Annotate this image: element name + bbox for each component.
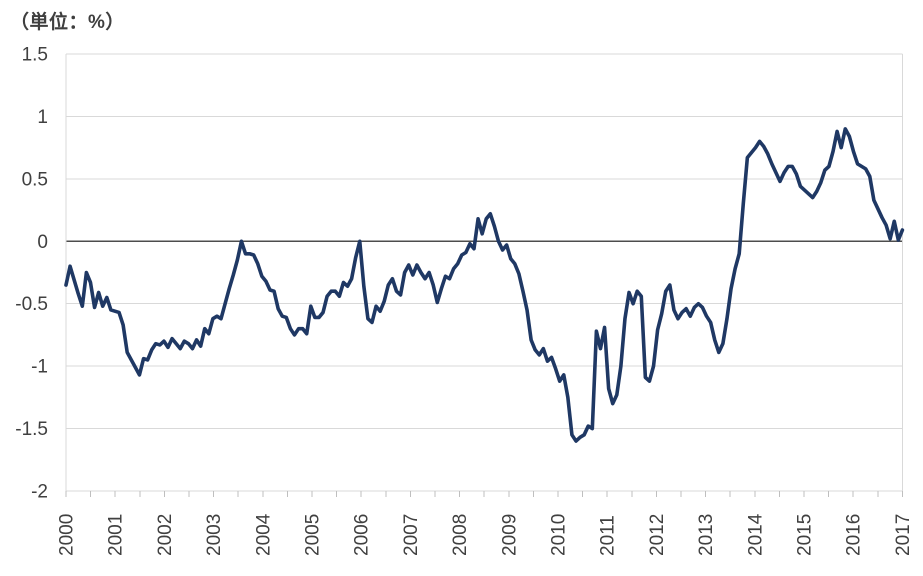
- x-tick-label: 2002: [155, 514, 176, 556]
- y-tick-label: -1.5: [15, 419, 48, 440]
- x-tick-label: 2014: [745, 513, 766, 556]
- x-tick-label: 2001: [106, 514, 127, 556]
- x-tick-label: 2009: [499, 514, 520, 556]
- x-tick-label: 2013: [696, 514, 717, 556]
- y-tick-label: -0.5: [15, 294, 48, 315]
- y-tick-label: -2: [31, 482, 48, 503]
- gridlines: [65, 53, 903, 492]
- x-tick-label: 2017: [893, 514, 914, 556]
- x-tick-label: 2007: [401, 514, 422, 556]
- x-tick-label: 2003: [204, 514, 225, 556]
- x-axis-ticks: [65, 491, 903, 497]
- y-tick-label: 0.5: [22, 169, 48, 190]
- x-tick-label: 2011: [598, 515, 619, 556]
- y-tick-label: 1.5: [22, 45, 48, 66]
- x-tick-label: 2006: [352, 514, 373, 556]
- x-tick-label: 2012: [647, 514, 668, 556]
- y-tick-label: 1: [37, 107, 48, 128]
- chart-unit-title: （単位：%）: [10, 12, 125, 33]
- x-tick-label: 2015: [795, 514, 816, 556]
- x-tick-label: 2016: [844, 514, 865, 556]
- x-tick-label: 2005: [303, 514, 324, 556]
- x-tick-label: 2004: [253, 513, 274, 556]
- data-line: [64, 127, 905, 443]
- y-tick-label: 0: [37, 232, 48, 253]
- y-tick-label: -1: [31, 357, 48, 378]
- x-axis-labels: 2000 2001 2002 2003 2004 2005 2006 2007 2008 2009…: [57, 513, 914, 556]
- x-tick-label: 2000: [57, 514, 78, 556]
- x-tick-label: 2010: [549, 514, 570, 556]
- y-axis-labels: 1.5 1 0.5 0 -0.5 -1 -1.5 -2: [15, 45, 48, 503]
- x-tick-label: 2008: [450, 514, 471, 556]
